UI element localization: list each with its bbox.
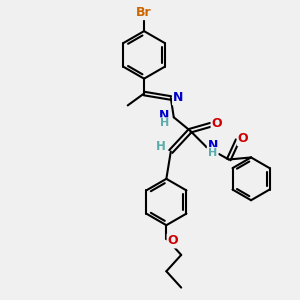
Text: H: H (208, 148, 217, 158)
Text: O: O (212, 117, 222, 130)
Text: N: N (208, 139, 218, 152)
Text: H: H (160, 118, 169, 128)
Text: O: O (168, 235, 178, 248)
Text: O: O (238, 132, 248, 145)
Text: H: H (156, 140, 166, 153)
Text: N: N (159, 109, 169, 122)
Text: Br: Br (136, 6, 152, 19)
Text: N: N (173, 92, 183, 104)
